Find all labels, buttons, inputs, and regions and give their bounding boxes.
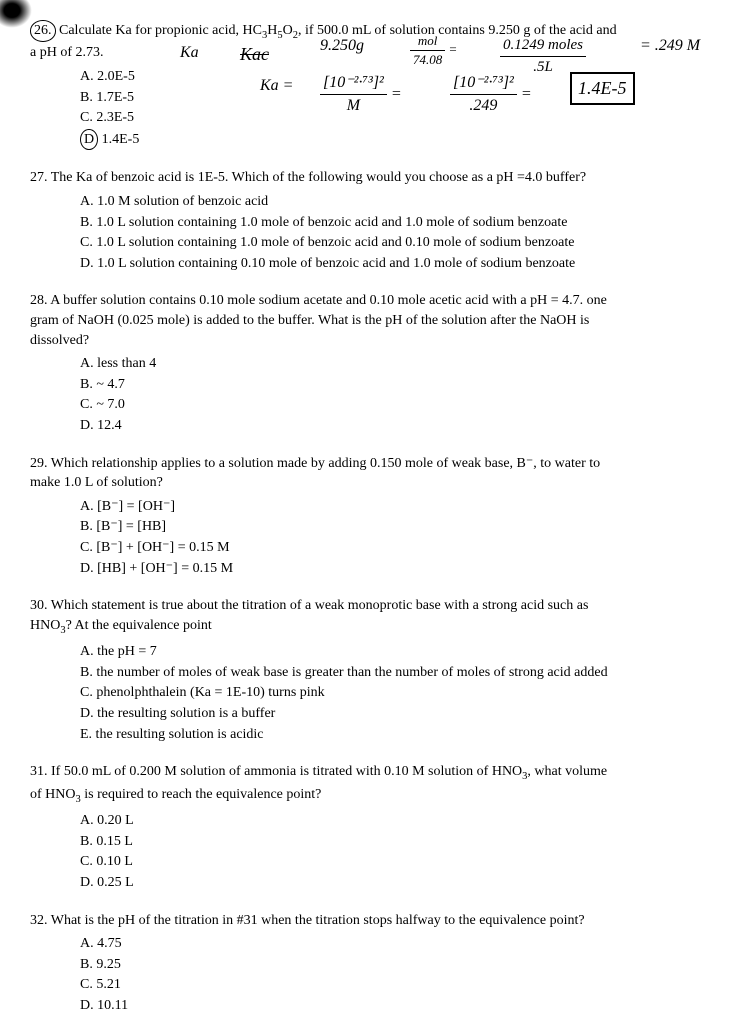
q26-t5: a pH of 2.73. <box>30 45 104 60</box>
question-28: 28. A buffer solution contains 0.10 mole… <box>30 291 708 435</box>
q30-choice-d: D. the resulting solution is a buffer <box>80 704 708 724</box>
q31-t1b: , what volume <box>527 764 607 779</box>
q32-choice-b: B. 9.25 <box>80 955 708 975</box>
handwriting-frac4: [10⁻²·⁷³]² .249 = <box>450 72 532 118</box>
question-31: 31. If 50.0 mL of 0.200 M solution of am… <box>30 762 708 892</box>
q31-number: 31. <box>30 764 48 779</box>
q26-choice-d: D 1.4E-5 <box>80 129 708 151</box>
q28-t1: A buffer solution contains 0.10 mole sod… <box>50 293 607 308</box>
q27-choice-a: A. 1.0 M solution of benzoic acid <box>80 192 708 212</box>
q29-choice-a: A. [B⁻] = [OH⁻] <box>80 497 708 517</box>
hw-eq2: = <box>391 86 402 103</box>
question-29: 29. Which relationship applies to a solu… <box>30 454 708 579</box>
q31-choice-c: C. 0.10 L <box>80 852 708 872</box>
handwriting-ka-eq: Ka = <box>260 75 293 97</box>
q27-choices: A. 1.0 M solution of benzoic acid B. 1.0… <box>30 192 708 273</box>
q29-choice-d: D. [HB] + [OH⁻] = 0.15 M <box>80 559 708 579</box>
q32-number: 32. <box>30 913 48 928</box>
hw-frac1-den: 74.08 <box>410 51 445 69</box>
q27-choice-d: D. 1.0 L solution containing 0.10 mole o… <box>80 254 708 274</box>
hw-frac4-den: .249 <box>450 95 517 117</box>
hw-mass: 9.250g <box>320 37 364 54</box>
q26-t1: Calculate Ka for propionic acid, HC <box>59 23 262 38</box>
q30-t2a: HNO <box>30 618 60 633</box>
q30-choice-c: C. phenolphthalein (Ka = 1E-10) turns pi… <box>80 683 708 703</box>
handwriting-result1: = .249 M <box>640 35 700 57</box>
hw-frac3-den: M <box>320 95 387 117</box>
hw-frac1-num: mol <box>410 32 445 51</box>
q30-t1: Which statement is true about the titrat… <box>51 598 589 613</box>
q28-choice-d: D. 12.4 <box>80 416 708 436</box>
q30-t2b: ? At the equivalence point <box>66 618 212 633</box>
q31-choice-d: D. 0.25 L <box>80 873 708 893</box>
hw-eq3: = <box>521 86 532 103</box>
q32-choices: A. 4.75 B. 9.25 C. 5.21 D. 10.11 <box>30 934 708 1015</box>
q31-choice-a: A. 0.20 L <box>80 811 708 831</box>
ink-blot <box>0 0 40 35</box>
question-30: 30. Which statement is true about the ti… <box>30 596 708 744</box>
q31-choices: A. 0.20 L B. 0.15 L C. 0.10 L D. 0.25 L <box>30 811 708 892</box>
q31-text: 31. If 50.0 mL of 0.200 M solution of am… <box>30 762 708 807</box>
hw-frac3-num: [10⁻²·⁷³]² <box>320 72 387 95</box>
handwriting-frac1: mol 74.08 = <box>410 32 457 69</box>
q28-number: 28. <box>30 293 48 308</box>
q32-choice-a: A. 4.75 <box>80 934 708 954</box>
q31-t2b: is required to reach the equivalence poi… <box>81 787 322 802</box>
q27-choice-b: B. 1.0 L solution containing 1.0 mole of… <box>80 213 708 233</box>
question-32: 32. What is the pH of the titration in #… <box>30 911 708 1016</box>
handwriting-frac3: [10⁻²·⁷³]² M = <box>320 72 402 118</box>
handwriting-kac: Kac <box>240 42 269 67</box>
hw-frac2-num: 0.1249 moles <box>500 35 586 57</box>
q28-choices: A. less than 4 B. ~ 4.7 C. ~ 7.0 D. 12.4 <box>30 354 708 435</box>
q27-number: 27. <box>30 170 48 185</box>
q29-choice-c: C. [B⁻] + [OH⁻] = 0.15 M <box>80 538 708 558</box>
q26-d-letter: D <box>80 129 98 151</box>
q32-text: 32. What is the pH of the titration in #… <box>30 911 708 931</box>
q30-number: 30. <box>30 598 48 613</box>
q29-number: 29. <box>30 456 48 471</box>
q29-t1: Which relationship applies to a solution… <box>51 456 600 471</box>
hw-frac4-num: [10⁻²·⁷³]² <box>450 72 517 95</box>
q26-d-rest: 1.4E-5 <box>102 132 140 147</box>
q30-choice-e: E. the resulting solution is acidic <box>80 725 708 745</box>
question-27: 27. The Ka of benzoic acid is 1E-5. Whic… <box>30 168 708 273</box>
q28-text: 28. A buffer solution contains 0.10 mole… <box>30 291 708 350</box>
q32-choice-d: D. 10.11 <box>80 996 708 1016</box>
q30-text: 30. Which statement is true about the ti… <box>30 596 708 638</box>
q31-t2a: of HNO <box>30 787 76 802</box>
q32-t: What is the pH of the titration in #31 w… <box>51 913 585 928</box>
q30-choice-b: B. the number of moles of weak base is g… <box>80 663 708 683</box>
q29-choice-b: B. [B⁻] = [HB] <box>80 517 708 537</box>
q29-text: 29. Which relationship applies to a solu… <box>30 454 708 493</box>
q27-choice-c: C. 1.0 L solution containing 1.0 mole of… <box>80 233 708 253</box>
q28-t3: dissolved? <box>30 333 89 348</box>
handwriting-boxed: 1.4E-5 <box>570 72 635 105</box>
q32-choice-c: C. 5.21 <box>80 975 708 995</box>
handwriting-calc1: 9.250g <box>320 35 364 57</box>
q30-choice-a: A. the pH = 7 <box>80 642 708 662</box>
q29-t2: make 1.0 L of solution? <box>30 475 163 490</box>
q30-choices: A. the pH = 7 B. the number of moles of … <box>30 642 708 744</box>
q31-t1a: If 50.0 mL of 0.200 M solution of ammoni… <box>51 764 522 779</box>
q28-choice-b: B. ~ 4.7 <box>80 375 708 395</box>
q27-text: 27. The Ka of benzoic acid is 1E-5. Whic… <box>30 168 708 188</box>
q28-choice-c: C. ~ 7.0 <box>80 395 708 415</box>
q27-t: The Ka of benzoic acid is 1E-5. Which of… <box>51 170 586 185</box>
q29-choices: A. [B⁻] = [OH⁻] B. [B⁻] = [HB] C. [B⁻] +… <box>30 497 708 578</box>
q28-choice-a: A. less than 4 <box>80 354 708 374</box>
q28-t2: gram of NaOH (0.025 mole) is added to th… <box>30 313 589 328</box>
q31-choice-b: B. 0.15 L <box>80 832 708 852</box>
hw-eq1: = <box>449 42 458 57</box>
q26-text: 26. Calculate Ka for propionic acid, HC3… <box>30 20 708 63</box>
handwriting-ka: Ka <box>180 42 199 64</box>
q26-t2: H <box>267 23 277 38</box>
q26-t3: O <box>283 23 293 38</box>
